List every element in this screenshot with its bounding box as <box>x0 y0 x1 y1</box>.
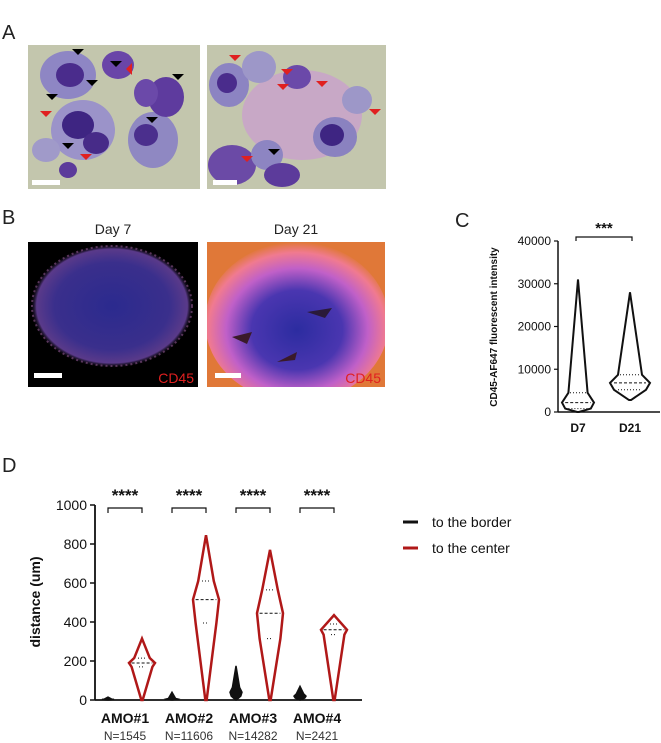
chart-d-count-label: N=14282 <box>228 729 277 743</box>
chart-d-ytick-label: 800 <box>64 536 88 552</box>
chart-d-significance: **** <box>240 486 267 505</box>
chart-d-ylabel: distance (um) <box>27 556 43 647</box>
chart-d-border-violin <box>293 684 307 701</box>
panel-label-d: D <box>2 455 17 477</box>
scale-bar <box>215 373 241 378</box>
chart-d-center-violin <box>127 635 157 702</box>
chart-d-border-violin <box>101 696 115 701</box>
chart-c-significance: *** <box>595 220 613 237</box>
chart-c-ytick-label: 0 <box>544 405 551 419</box>
chart-d-center-violin <box>319 613 349 702</box>
micrograph-left-cells <box>32 49 184 178</box>
scale-bar <box>34 373 62 378</box>
chart-d-bracket <box>107 507 143 513</box>
chart-d-ytick-label: 400 <box>64 614 88 630</box>
chart-d-center-violin <box>255 549 285 702</box>
chart-d-bracket <box>171 507 207 513</box>
chart-d-bracket <box>299 507 335 513</box>
chart-d-significance: **** <box>112 486 139 505</box>
chart-d-ytick-label: 600 <box>64 575 88 591</box>
chart-c-ytick-label: 40000 <box>518 234 552 248</box>
chart-c-ytick-label: 10000 <box>518 362 552 376</box>
fluorescence-day7: CD45 <box>28 242 198 387</box>
cd45-label: CD45 <box>158 370 194 386</box>
chart-d-count-label: N=1545 <box>104 729 147 743</box>
chart-d-xtick-label: AMO#1 <box>101 710 149 726</box>
chart-c-ytick-label: 20000 <box>518 320 552 334</box>
chart-d-ytick-label: 1000 <box>56 497 87 513</box>
chart-c-violin <box>608 292 652 402</box>
scale-bar <box>32 180 60 185</box>
fluorescence-day7-image <box>30 244 194 368</box>
chart-d-bracket <box>235 507 271 513</box>
chart-c-ylabel: CD45-AF647 fluorescent intensity <box>489 247 500 407</box>
chart-c-xtick-label: D7 <box>570 421 586 435</box>
chart-d-xtick-label: AMO#2 <box>165 710 213 726</box>
micrograph-right <box>207 45 386 189</box>
panel-label-c: C <box>455 210 470 232</box>
chart-c-violin <box>560 279 596 413</box>
micrograph-right-cells <box>208 51 381 187</box>
chart-d-xtick-label: AMO#3 <box>229 710 277 726</box>
panel-label-a: A <box>2 22 16 44</box>
legend-label: to the border <box>432 514 512 530</box>
chart-d-xtick-label: AMO#4 <box>293 710 341 726</box>
fluorescence-day21: CD45 <box>207 242 385 387</box>
chart-d: 0 200 400 600 800 1000 AMO#1 N=1545 **** AMO#2 N=1… <box>27 486 512 743</box>
chart-c-ytick-label: 30000 <box>518 277 552 291</box>
chart-d-center-violin <box>191 535 221 702</box>
chart-c-bracket <box>575 236 633 241</box>
chart-d-border-violin <box>229 665 243 701</box>
fluorescence-day21-image <box>207 242 385 387</box>
chart-d-significance: **** <box>304 486 331 505</box>
legend-label: to the center <box>432 540 510 556</box>
chart-d-count-label: N=11606 <box>165 729 213 743</box>
scale-bar <box>213 180 237 185</box>
chart-d-count-label: N=2421 <box>296 729 339 743</box>
chart-d-ytick-label: 200 <box>64 653 88 669</box>
chart-d-border-violin <box>163 690 181 701</box>
chart-d-significance: **** <box>176 486 203 505</box>
day21-title: Day 21 <box>273 221 319 237</box>
chart-d-ytick-label: 0 <box>79 692 87 708</box>
day7-title: Day 7 <box>94 221 132 237</box>
chart-c-xtick-label: D21 <box>619 421 641 435</box>
cd45-label: CD45 <box>345 370 381 386</box>
chart-c: 0 10000 20000 30000 40000 D7 D21 CD45-AF647 fl… <box>489 220 660 435</box>
panel-label-b: B <box>2 207 16 229</box>
micrograph-left <box>28 45 200 189</box>
